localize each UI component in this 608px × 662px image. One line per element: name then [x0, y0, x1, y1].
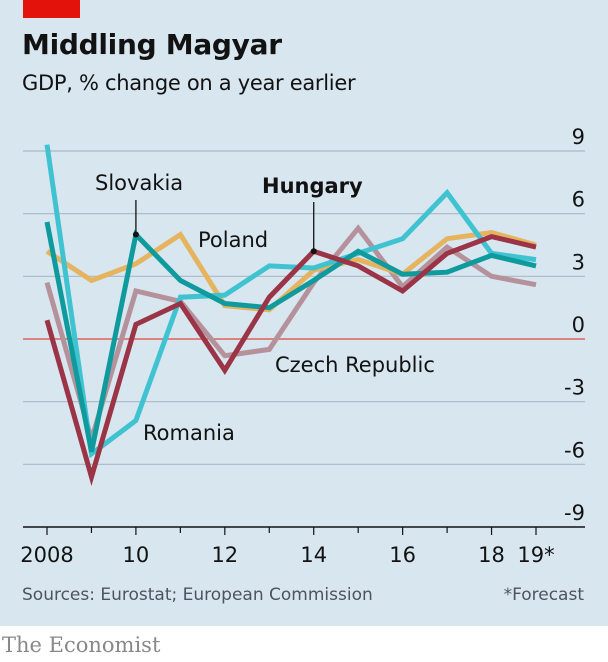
series-line-czech-republic	[44, 224, 537, 449]
series-lines	[44, 144, 537, 486]
chart-panel	[0, 0, 608, 626]
x-tick-label: 14	[300, 543, 327, 567]
y-axis-labels: 9 6 3 0 -3 -6 -9	[564, 125, 585, 525]
pointer-dot-slovakia	[132, 231, 139, 238]
chart-title: Middling Magyar	[22, 28, 282, 61]
y-tick-label: -3	[564, 376, 585, 400]
label-romania: Romania	[143, 421, 235, 445]
series-line-hungary	[44, 233, 537, 486]
x-tick-label: 10	[123, 543, 150, 567]
x-tick-label: 16	[389, 543, 416, 567]
x-tick-label: 12	[211, 543, 238, 567]
label-czech-republic: Czech Republic	[275, 353, 435, 377]
series-line-slovakia	[44, 221, 537, 453]
y-tick-label: 3	[572, 250, 585, 274]
pointer-dot-hungary	[310, 248, 317, 255]
y-tick-label: 6	[572, 188, 585, 212]
line-chart: 9 6 3 0 -3 -6 -9 2008 10 12 14 16 18 19* Slovakia Hu…	[20, 125, 585, 567]
series-line-romania	[44, 144, 537, 459]
label-slovakia: Slovakia	[95, 171, 183, 195]
y-tick-label: 9	[572, 125, 585, 149]
brand-red-tag	[23, 0, 80, 18]
label-hungary: Hungary	[262, 174, 363, 198]
annotation-pointers	[132, 200, 317, 255]
x-tick-label: 18	[478, 543, 505, 567]
x-tick-label: 19*	[517, 543, 554, 567]
chart-subtitle: GDP, % change on a year earlier	[22, 71, 356, 95]
publisher-logo: The Economist	[2, 633, 161, 657]
source-note: Sources: Eurostat; European Commission	[22, 585, 373, 605]
y-tick-label: -6	[564, 438, 585, 462]
y-tick-label: 0	[572, 313, 585, 337]
x-axis: 2008 10 12 14 16 18 19*	[20, 526, 585, 567]
series-annotations: Slovakia Hungary Poland Czech Republic R…	[95, 171, 435, 445]
label-poland: Poland	[198, 228, 268, 252]
x-tick-label: 2008	[20, 543, 73, 567]
forecast-footnote: *Forecast	[503, 585, 584, 605]
y-tick-label: -9	[564, 501, 585, 525]
